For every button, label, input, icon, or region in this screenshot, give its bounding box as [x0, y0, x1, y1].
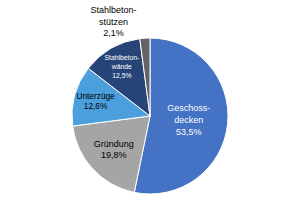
svg-text:Stahlbeton-wände12,5%: Stahlbeton-wände12,5% [104, 54, 139, 79]
svg-text:Stahlbeton-stützen2,1%: Stahlbeton-stützen2,1% [90, 5, 136, 38]
svg-text:Gründung19,8%: Gründung19,8% [94, 139, 134, 161]
svg-text:Unterzüge12,6%: Unterzüge12,6% [76, 91, 115, 112]
svg-text:Geschoss-decken53,5%: Geschoss-decken53,5% [167, 103, 210, 136]
